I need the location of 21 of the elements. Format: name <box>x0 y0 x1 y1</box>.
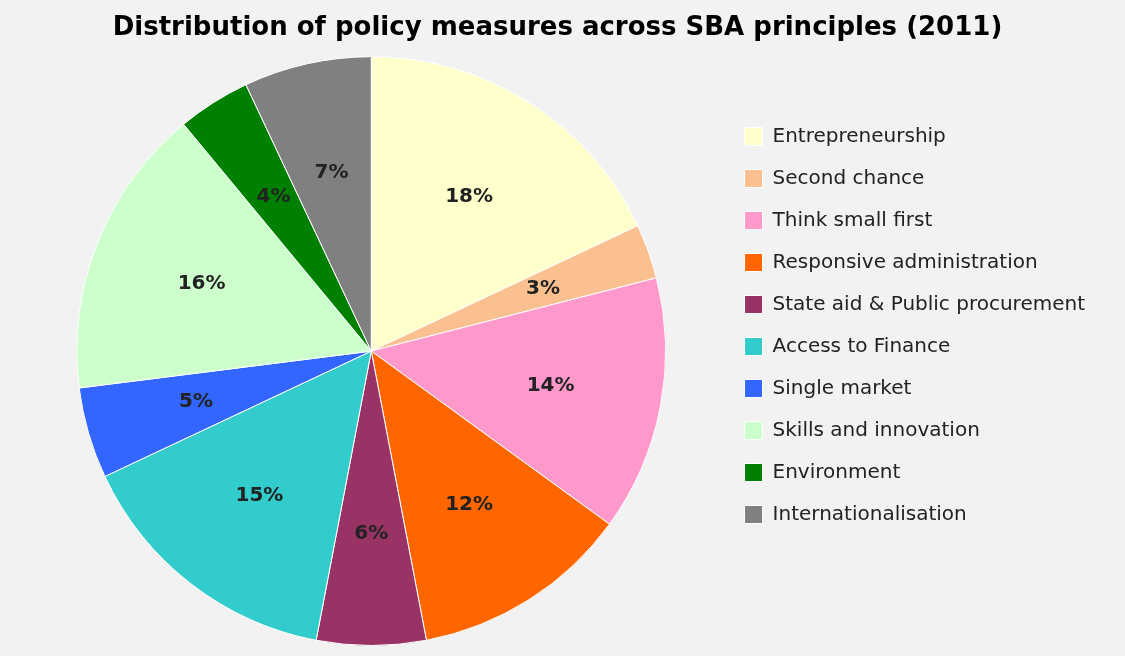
data-label: 7% <box>314 159 349 184</box>
data-label: 18% <box>445 183 494 208</box>
data-label: 3% <box>526 275 560 300</box>
data-label: 14% <box>526 371 575 396</box>
legend-label: Skills and innovation <box>772 416 980 441</box>
data-label: 12% <box>445 491 494 516</box>
data-label: 16% <box>177 270 226 295</box>
data-label: 6% <box>354 519 389 544</box>
legend-label: Responsive administration <box>772 248 1038 273</box>
legend-label: Internationalisation <box>772 500 967 525</box>
legend-label: State aid & Public procurement <box>772 290 1086 315</box>
legend-label: Second chance <box>772 164 925 189</box>
legend-label: Think small first <box>771 206 933 231</box>
data-label: 4% <box>256 183 291 208</box>
legend-label: Environment <box>772 458 901 483</box>
data-label: 15% <box>235 481 284 506</box>
legend-label: Entrepreneurship <box>772 122 946 147</box>
chart-title: Distribution of policy measures across SBA principles (2011) <box>112 11 1003 42</box>
legend-label: Single market <box>772 374 912 399</box>
legend-label: Access to Finance <box>772 332 951 357</box>
data-label: 5% <box>179 388 213 413</box>
